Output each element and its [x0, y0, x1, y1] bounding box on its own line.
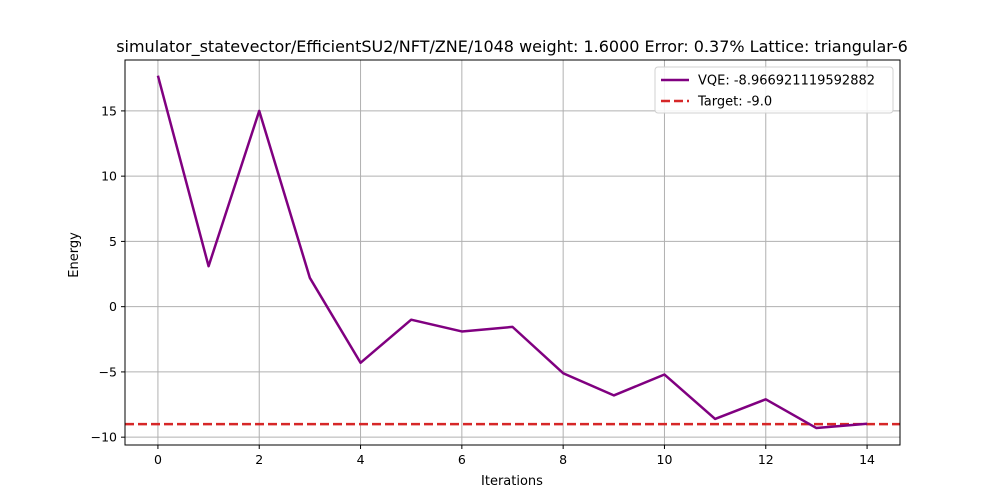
- x-tick-label: 12: [758, 452, 774, 467]
- legend-box: [654, 66, 894, 114]
- x-tick-label: 2: [255, 452, 263, 467]
- x-tick-label: 8: [559, 452, 567, 467]
- y-tick-label: −10: [91, 430, 117, 445]
- axis-ticks: 0 2 4 6 8 10 12 14 −10 −5 0 5 10 15: [91, 103, 875, 467]
- vqe-energy-line: [156, 75, 868, 430]
- plot-frame: [124, 59, 901, 446]
- legend: VQE: -8.966921119592882 Target: -9.0: [654, 66, 894, 114]
- x-tick-label: 4: [357, 452, 365, 467]
- series-group: [156, 75, 868, 430]
- legend-label: VQE: -8.966921119592882: [698, 74, 875, 89]
- chart-title: simulator_statevector/EfficientSU2/NFT/Z…: [116, 37, 908, 57]
- x-axis-label: Iterations: [481, 474, 543, 489]
- x-tick-label: 14: [859, 452, 875, 467]
- y-tick-label: 15: [101, 103, 117, 118]
- grid-lines: [125, 60, 900, 445]
- y-tick-label: 10: [101, 169, 117, 184]
- y-tick-label: −5: [99, 364, 117, 379]
- legend-label: Target: -9.0: [697, 95, 772, 110]
- y-axis-label: Energy: [67, 232, 82, 278]
- y-tick-label: 5: [109, 234, 117, 249]
- x-tick-label: 6: [458, 452, 466, 467]
- x-tick-label: 10: [657, 452, 673, 467]
- y-tick-label: 0: [109, 299, 117, 314]
- x-tick-label: 0: [154, 452, 162, 467]
